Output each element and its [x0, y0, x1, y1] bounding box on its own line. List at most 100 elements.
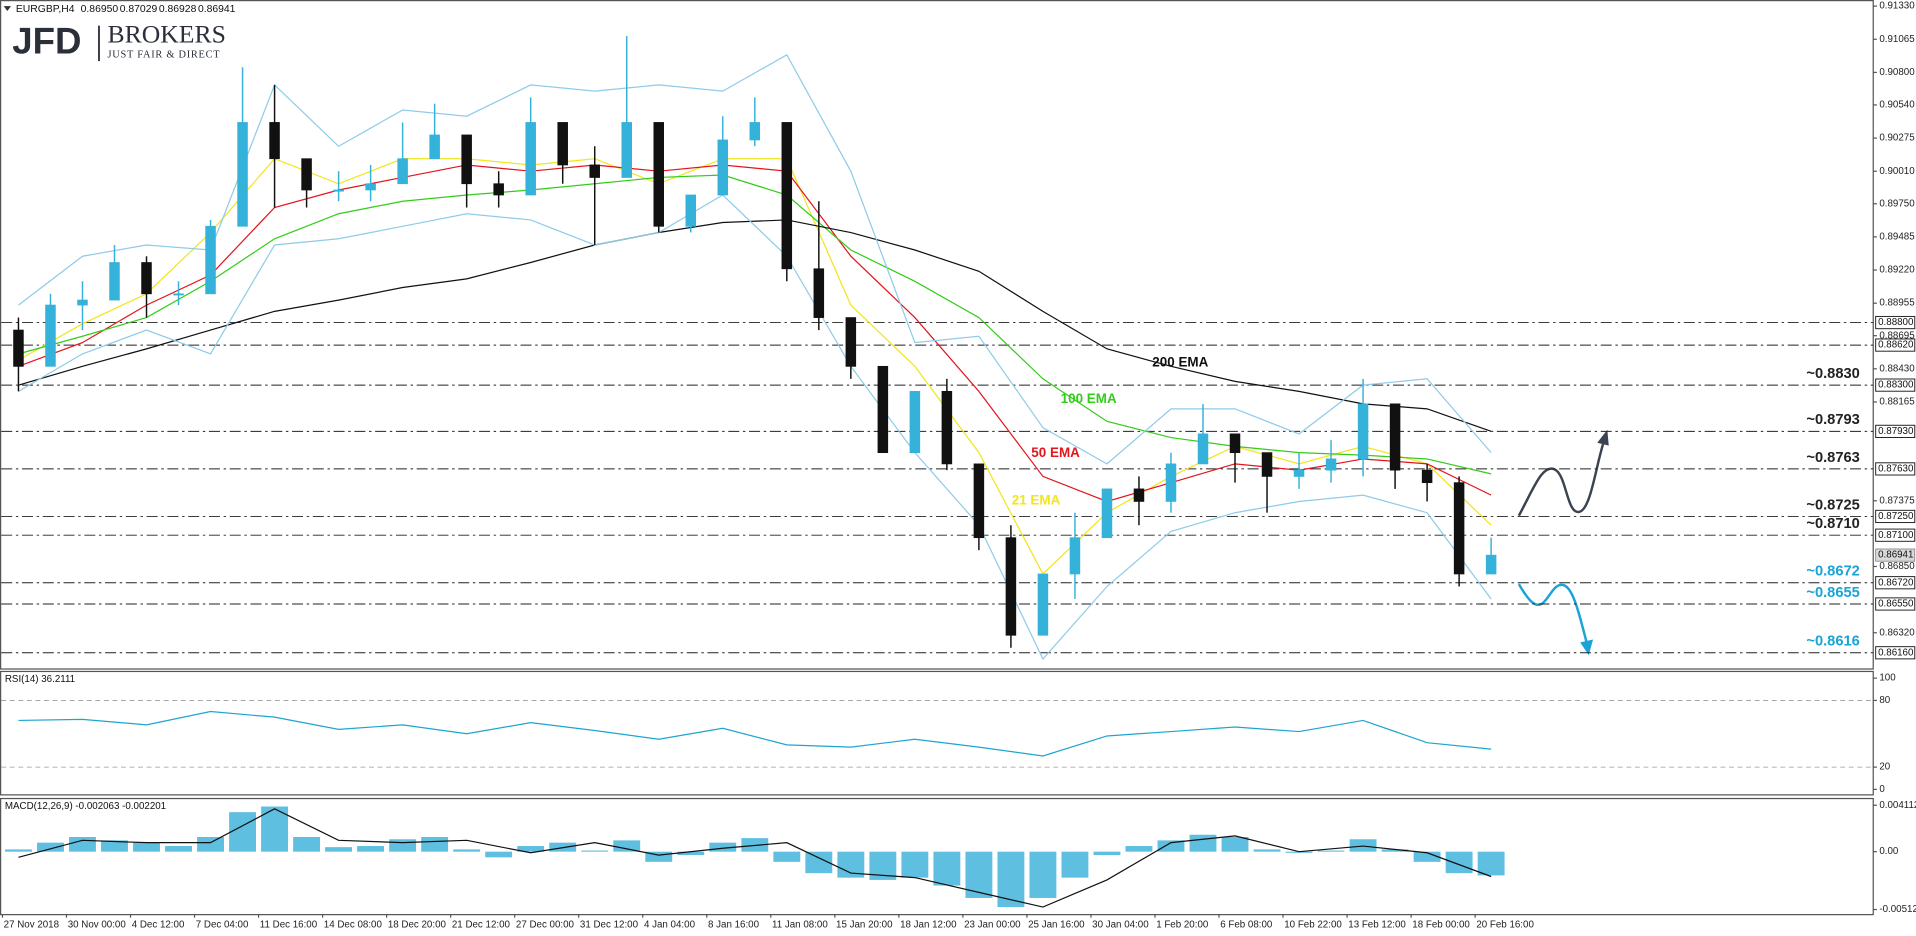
candle-body	[45, 304, 56, 367]
macd-bar	[805, 851, 833, 874]
candle-body	[461, 134, 472, 185]
candle-body	[173, 293, 184, 296]
macd-bar	[997, 851, 1025, 908]
y-tick-label: 0.88955	[1879, 298, 1915, 309]
indicator-line	[18, 219, 1492, 432]
level-label-box	[1875, 462, 1916, 476]
candle-body	[877, 365, 889, 454]
macd-bar	[1253, 849, 1281, 852]
level-annotation: ~0.8672	[1806, 564, 1859, 580]
macd-bar	[645, 851, 673, 862]
macd-bar	[709, 842, 737, 852]
header-symbol: EURGBP,H4	[16, 4, 75, 15]
candle-body	[621, 122, 632, 178]
y-tick-label: 0.89485	[1879, 231, 1915, 242]
y-tick-label: 0.90540	[1879, 100, 1915, 111]
y-tick-label: 0.00	[1879, 846, 1899, 857]
x-tick-label: 18 Jan 12:00	[900, 920, 957, 931]
y-tick-label: 0.91065	[1879, 34, 1915, 45]
candle-body	[717, 139, 729, 196]
macd-panel-frame	[0, 797, 1874, 916]
y-tick-label: 0.90800	[1879, 67, 1915, 78]
level-label-box	[1875, 597, 1916, 611]
logo-tagline: JUST FAIR & DIRECT	[108, 49, 221, 60]
macd-bar	[1093, 851, 1121, 856]
y-tick-label: 0.86320	[1879, 627, 1915, 638]
macd-bar	[773, 851, 801, 862]
y-tick-label: 0.88165	[1879, 397, 1915, 408]
scenario-down-arrowhead	[1580, 639, 1594, 656]
macd-bar	[1125, 846, 1153, 852]
macd-bar	[197, 836, 224, 852]
x-tick-label: 7 Dec 04:00	[196, 920, 249, 931]
logo-main: JFD	[12, 21, 81, 62]
level-label: 0.87630	[1878, 463, 1914, 474]
x-tick-label: 27 Nov 2018	[4, 920, 59, 931]
candle-body	[1453, 482, 1465, 575]
x-tick-label: 6 Feb 08:00	[1220, 920, 1273, 931]
candle-body	[1485, 554, 1497, 575]
candle-body	[301, 158, 312, 191]
candle-body	[109, 262, 120, 301]
candle-body	[237, 122, 248, 227]
x-tick-label: 4 Dec 12:00	[132, 920, 185, 931]
header-open: 0.86950	[81, 4, 119, 15]
level-label: 0.87930	[1878, 426, 1914, 437]
rsi-line	[18, 710, 1492, 757]
candle-body	[909, 390, 921, 454]
x-tick-label: 25 Jan 16:00	[1028, 920, 1085, 931]
candle-body	[365, 183, 376, 191]
level-label-box	[1875, 576, 1916, 590]
y-tick-label: 0.90010	[1879, 166, 1915, 177]
candle-body	[1261, 452, 1273, 477]
macd-bar	[37, 842, 64, 852]
y-tick-label: 80	[1879, 695, 1890, 706]
indicator-name: 100 EMA	[1061, 391, 1117, 406]
indicator-name: 200 EMA	[1152, 354, 1208, 369]
level-label: 0.86550	[1878, 599, 1914, 610]
x-tick-label: 31 Dec 12:00	[580, 920, 639, 931]
level-annotation: ~0.8655	[1806, 585, 1859, 601]
header-close: 0.86941	[198, 4, 236, 15]
panel-title: RSI(14) 36.2111	[5, 674, 75, 685]
candle-body	[1101, 488, 1113, 539]
candle-body	[749, 122, 761, 141]
x-tick-label: 13 Feb 12:00	[1348, 920, 1406, 931]
level-label-box	[1875, 424, 1916, 438]
level-label-box	[1875, 378, 1916, 392]
y-tick-label: 0.90275	[1879, 133, 1915, 144]
level-label: 0.88300	[1878, 380, 1914, 391]
candle-body	[397, 158, 408, 185]
x-tick-label: 8 Jan 16:00	[708, 920, 760, 931]
indicator-line	[18, 158, 1492, 575]
candle-body	[1133, 488, 1145, 502]
x-tick-label: 10 Feb 22:00	[1284, 920, 1342, 931]
candle-body	[781, 122, 793, 270]
macd-bar	[677, 851, 705, 856]
macd-bar	[965, 851, 993, 898]
level-label-box	[1875, 338, 1916, 352]
candle-body	[77, 299, 88, 306]
macd-bar	[293, 836, 321, 852]
level-label: 0.86160	[1878, 647, 1914, 658]
macd-bar	[1157, 840, 1185, 852]
macd-bar	[1445, 851, 1473, 874]
macd-bar	[1381, 849, 1409, 852]
x-tick-label: 20 Feb 16:00	[1476, 920, 1534, 931]
candle-body	[333, 189, 344, 192]
candle-body	[1005, 537, 1017, 636]
macd-bar	[1029, 851, 1057, 898]
candle-body	[1197, 433, 1209, 465]
header-high: 0.87029	[120, 4, 158, 15]
macd-bar	[1221, 836, 1249, 852]
header-low: 0.86928	[159, 4, 197, 15]
y-tick-label: 0.88430	[1879, 363, 1915, 374]
last-price-label: 0.86941	[1878, 550, 1913, 561]
macd-bar	[325, 847, 353, 852]
indicator-line	[18, 54, 1492, 465]
header-arrow	[3, 6, 12, 11]
candle-body	[493, 183, 504, 196]
y-tick-label: 0.87375	[1879, 495, 1915, 506]
level-annotation: ~0.8763	[1806, 450, 1859, 466]
